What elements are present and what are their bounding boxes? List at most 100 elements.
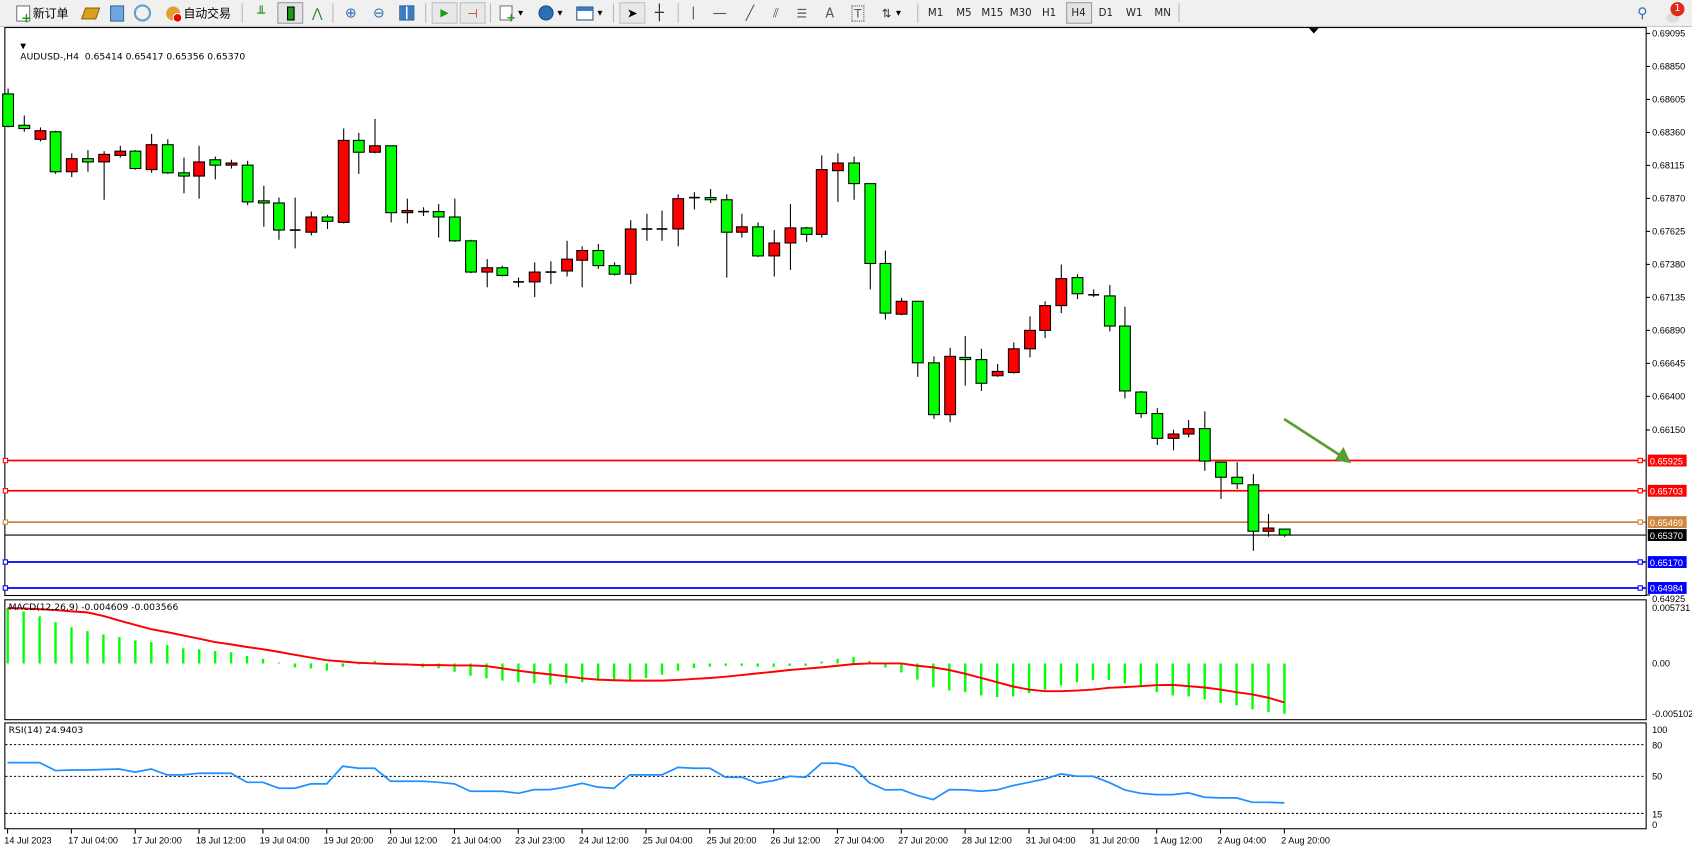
line-anchor-handle[interactable] — [1637, 488, 1643, 494]
candle — [545, 261, 557, 285]
navigator-button[interactable] — [132, 2, 154, 24]
timeframe-m5[interactable]: M5 — [956, 7, 972, 19]
macd-histogram-bar — [884, 663, 887, 668]
line-chart-button[interactable]: ⋀ — [306, 2, 328, 24]
toolbar-separator — [489, 3, 491, 23]
indicators-button[interactable]: + ▼ — [494, 2, 529, 24]
chart-shift-marker[interactable] — [1308, 28, 1319, 34]
templates-button[interactable]: ▼ — [572, 2, 607, 24]
trendline-button[interactable]: ╱ — [738, 2, 762, 24]
macd-histogram-bar — [1283, 663, 1286, 714]
line-anchor-handle[interactable] — [2, 457, 9, 464]
macd-histogram-bar — [197, 649, 201, 664]
macd-histogram-bar — [612, 663, 616, 681]
rsi-axis-label: 80 — [1652, 740, 1662, 750]
candle-body — [82, 158, 94, 163]
timeframe-h4[interactable]: H4 — [1065, 2, 1092, 24]
data-window-button[interactable] — [106, 2, 128, 24]
timeframe-w1[interactable]: W1 — [1125, 7, 1143, 19]
time-axis-label: 31 Jul 04:00 — [1026, 835, 1076, 845]
macd-histogram-bar — [644, 663, 648, 678]
macd-histogram-bar — [325, 663, 329, 671]
macd-histogram-bar — [1155, 663, 1158, 693]
time-axis-label: 31 Jul 20:00 — [1090, 835, 1140, 845]
candle — [895, 298, 908, 316]
candle-body — [991, 370, 1004, 377]
macd-histogram-bar — [756, 663, 759, 667]
zoom-out-button[interactable]: ⊖ — [367, 2, 391, 24]
macd-histogram-bar — [788, 663, 791, 666]
candle-body — [608, 265, 621, 275]
horizontal-line-button[interactable] — [708, 2, 732, 24]
rsi-pane[interactable] — [4, 722, 1647, 830]
candle — [592, 244, 605, 269]
timeframe-m15[interactable]: M15 — [981, 7, 1004, 19]
gold-bars-icon — [80, 7, 101, 19]
collapse-triangle-icon[interactable]: ▼ — [20, 42, 27, 51]
line-anchor-handle[interactable] — [2, 559, 9, 565]
timeframe-m30[interactable]: M30 — [1009, 7, 1032, 19]
candle — [911, 300, 924, 377]
macd-histogram-bar — [293, 663, 297, 668]
cursor-tool-button[interactable]: ➤ — [619, 2, 646, 24]
equidistant-channel-button[interactable]: ⫽ — [764, 2, 788, 24]
auto-trading-button[interactable]: 自动交易 — [160, 2, 238, 24]
arrow-drawing[interactable] — [1283, 417, 1352, 464]
arrow-line[interactable] — [1283, 417, 1347, 461]
line-anchor-handle[interactable] — [1637, 585, 1643, 591]
macd-pane[interactable] — [4, 599, 1647, 721]
notifications-button[interactable]: 1 — [1660, 2, 1686, 24]
tile-windows-button[interactable] — [395, 2, 419, 24]
candle — [369, 118, 381, 154]
arrows-button[interactable]: ⇅ ▼ — [874, 2, 909, 24]
timeframe-h1[interactable]: H1 — [1041, 7, 1057, 19]
macd-histogram-bar — [118, 637, 121, 664]
search-icon: ⚲ — [1637, 4, 1648, 22]
line-anchor-handle[interactable] — [1637, 519, 1643, 525]
price-pane[interactable] — [4, 26, 1647, 597]
timeframe-d1[interactable]: D1 — [1098, 7, 1114, 19]
timeframe-mn[interactable]: MN — [1154, 7, 1171, 19]
zoom-in-button[interactable]: ⊕ — [339, 2, 363, 24]
crosshair-tool-button[interactable]: ┼ — [647, 2, 671, 24]
rsi-line — [7, 761, 1285, 804]
candle-body — [273, 202, 285, 231]
candle-body — [848, 162, 861, 185]
price-label-box — [1647, 454, 1687, 467]
line-anchor-handle[interactable] — [2, 519, 9, 525]
candle-body — [352, 139, 365, 153]
macd-histogram-bar — [245, 655, 249, 664]
line-anchor-handle[interactable] — [2, 488, 9, 494]
candle-body — [1215, 461, 1227, 478]
timeframe-m1[interactable]: M1 — [927, 7, 944, 19]
horizontal-lines[interactable]: 0.65925 0.65703 0.65469 0.65170 0.64984 0.653… — [2, 454, 1687, 594]
chat-bubble-icon — [1666, 12, 1680, 23]
chart-shift-button[interactable]: ⊣ — [459, 2, 486, 24]
line-anchor-handle[interactable] — [1637, 559, 1643, 565]
fibonacci-button[interactable]: ☰ — [790, 2, 814, 24]
candle-body — [161, 144, 174, 174]
text-label-button[interactable]: T — [846, 2, 870, 24]
candle — [1071, 274, 1084, 300]
line-anchor-handle[interactable] — [1637, 457, 1643, 464]
macd-histogram-bar — [916, 663, 919, 680]
macd-histogram-bar — [485, 663, 488, 679]
macd-histogram-bar — [836, 658, 839, 664]
candlestick-chart-button[interactable] — [277, 2, 304, 24]
new-order-button[interactable]: + 新订单 — [11, 2, 74, 24]
candle-body — [815, 169, 828, 235]
periods-button[interactable]: ▼ — [533, 2, 568, 24]
price-label: 0.65370 — [1650, 531, 1683, 541]
market-watch-button[interactable] — [80, 2, 102, 24]
search-button[interactable]: ⚲ — [1632, 2, 1654, 24]
text-tool-button[interactable]: A — [818, 2, 842, 24]
auto-scroll-button[interactable]: ▶ — [431, 2, 458, 24]
line-anchor-handle[interactable] — [2, 585, 9, 591]
chart-shift-icon: ⊣ — [467, 5, 478, 20]
vertical-line-button[interactable] — [682, 2, 704, 24]
notification-badge: 1 — [1670, 2, 1685, 17]
candle — [689, 192, 700, 210]
bar-chart-button[interactable]: ╨ — [250, 2, 272, 24]
